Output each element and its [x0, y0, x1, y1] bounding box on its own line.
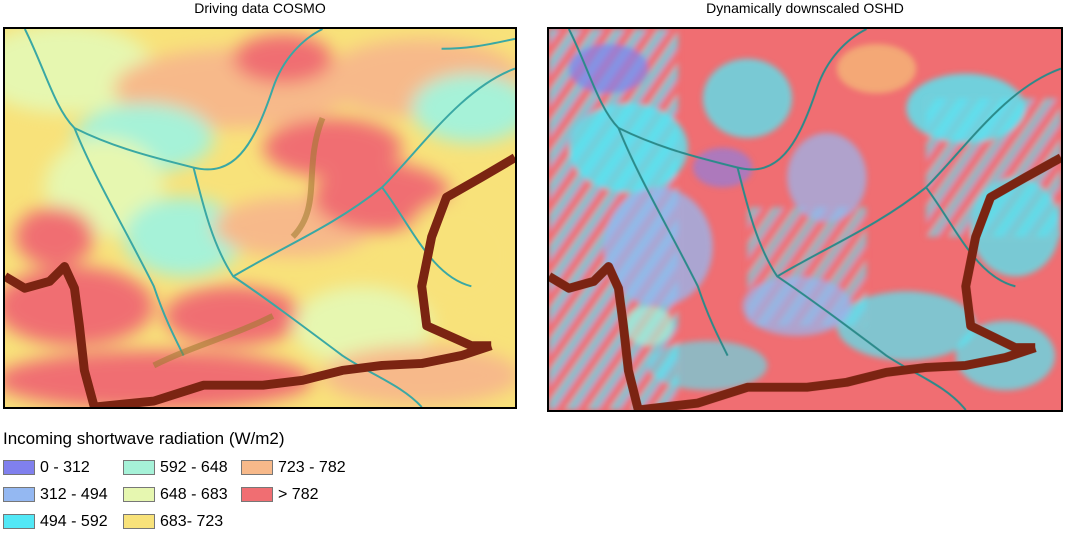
- cosmo-rivers: [23, 29, 515, 407]
- cosmo-radiation-map: [3, 27, 517, 409]
- oshd-boundary: [549, 153, 1061, 410]
- legend-swatch: [3, 514, 35, 529]
- oshd-map-title: Dynamically downscaled OSHD: [706, 0, 904, 16]
- legend-item-592-648: 592 - 648: [123, 458, 228, 477]
- legend-item-312-494: 312 - 494: [3, 485, 108, 504]
- cosmo-map-title: Driving data COSMO: [194, 0, 326, 16]
- legend-label: 683- 723: [160, 512, 224, 530]
- cosmo-boundary: [5, 153, 515, 407]
- legend-label: > 782: [278, 485, 319, 503]
- legend-label: 0 - 312: [40, 458, 90, 476]
- legend-swatch: [123, 514, 155, 529]
- legend-item-494-592: 494 - 592: [3, 512, 108, 531]
- legend-label: 494 - 592: [40, 512, 108, 530]
- legend-swatch: [3, 460, 35, 475]
- legend-label: 312 - 494: [40, 485, 108, 503]
- legend-label: 723 - 782: [278, 458, 346, 476]
- legend-swatch: [241, 460, 273, 475]
- legend-label: 648 - 683: [160, 485, 228, 503]
- legend-label: 592 - 648: [160, 458, 228, 476]
- oshd-raster: [549, 29, 1061, 410]
- legend-item-723-782: 723 - 782: [241, 458, 346, 477]
- legend-swatch: [123, 487, 155, 502]
- legend-item-over-782: > 782: [241, 485, 318, 504]
- legend-swatch: [3, 487, 35, 502]
- legend-item-683-723: 683- 723: [123, 512, 223, 531]
- cosmo-raster: [5, 29, 515, 407]
- oshd-radiation-patches: [549, 29, 1061, 410]
- legend-item-0-312: 0 - 312: [3, 458, 90, 477]
- oshd-rivers: [567, 29, 1061, 410]
- legend-swatch: [241, 487, 273, 502]
- legend-item-648-683: 648 - 683: [123, 485, 228, 504]
- legend-swatch: [123, 460, 155, 475]
- legend-title: Incoming shortwave radiation (W/m2): [3, 429, 285, 448]
- cosmo-ridges: [152, 116, 326, 369]
- cosmo-radiation-patches: [5, 29, 515, 407]
- oshd-radiation-map: [547, 27, 1063, 412]
